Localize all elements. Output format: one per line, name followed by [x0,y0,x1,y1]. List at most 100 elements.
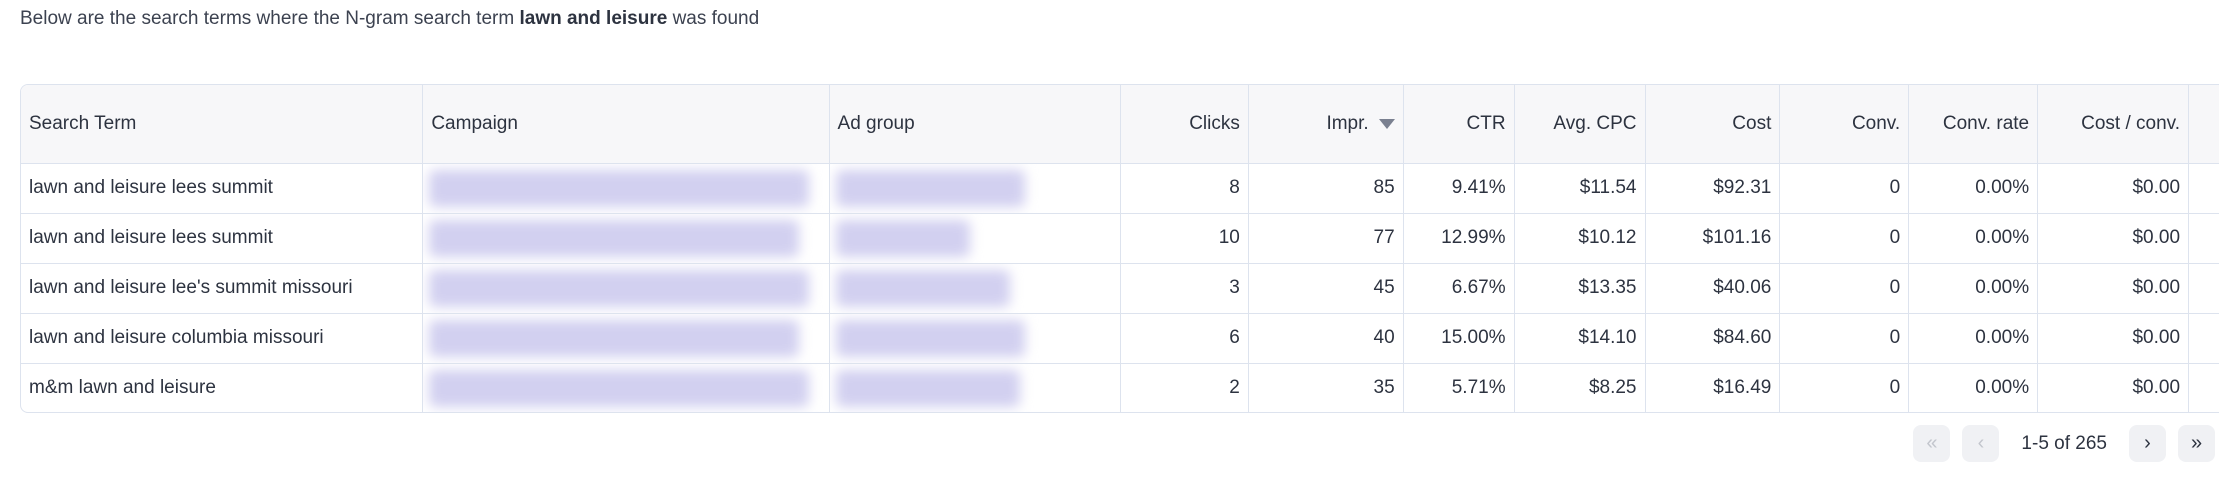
cell-ad-group-redacted [829,313,1122,364]
column-header-search-term[interactable]: Search Term [21,85,424,164]
column-header-label: Cost / conv. [2081,112,2181,134]
column-header-label: CTR [1466,112,1506,134]
cell-ctr: 6.67% [1403,263,1515,314]
cell-cut-off [2188,313,2219,364]
cell-cost-conv: $0.00 [2037,213,2190,264]
intro-suffix: was found [667,8,760,29]
column-header-campaign[interactable]: Campaign [422,85,830,164]
table-row: lawn and leisure columbia missouri 6 40 15.… [21,313,2219,364]
prev-page-button[interactable]: ‹ [1962,425,2000,462]
cell-search-term: m&m lawn and leisure [21,363,424,412]
column-header-cost-conv[interactable]: Cost / conv. [2037,85,2190,164]
cell-search-term: lawn and leisure lees summit [21,213,424,264]
cell-clicks: 8 [1120,163,1249,214]
table-row: lawn and leisure lees summit 8 85 9.41% $11.… [21,163,2219,214]
next-page-button[interactable]: › [2129,425,2166,462]
column-header-conv-rate[interactable]: Conv. rate [1908,85,2039,164]
column-header-label: Ad group [837,112,915,134]
cell-conv-rate: 0.00% [1908,263,2039,314]
redacted-blur [429,369,809,407]
first-page-button[interactable]: « [1913,425,1951,462]
cell-conv: 0 [1779,263,1910,314]
column-header-label: Search Term [29,112,137,134]
column-header-label: Avg. CPC [1553,112,1637,134]
cell-conv: 0 [1779,363,1910,412]
cell-cpc: $11.54 [1514,163,1646,214]
intro-prefix: Below are the search terms where the N-g… [20,8,520,29]
column-header-conv[interactable]: Conv. [1779,85,1910,164]
column-header-label: Cost [1732,112,1772,134]
cell-search-term: lawn and leisure lee's summit missouri [21,263,424,314]
cell-cost: $101.16 [1645,213,1781,264]
cell-cost-conv: $0.00 [2037,363,2190,412]
column-header-ad-group[interactable]: Ad group [829,85,1122,164]
cell-clicks: 3 [1120,263,1249,314]
cell-ctr: 9.41% [1403,163,1515,214]
cell-impr: 85 [1248,163,1404,214]
cell-ad-group-redacted [829,163,1122,214]
cell-impr: 77 [1248,213,1404,264]
cell-cut-off [2188,363,2219,412]
column-header-clicks[interactable]: Clicks [1120,85,1249,164]
cell-cut-off [2188,213,2219,264]
column-header-cost[interactable]: Cost [1645,85,1781,164]
cell-ad-group-redacted [829,263,1122,314]
cell-cpc: $14.10 [1514,313,1646,364]
cell-conv: 0 [1779,213,1910,264]
column-header-avg-cpc[interactable]: Avg. CPC [1514,85,1646,164]
redacted-blur [835,319,1026,357]
table-row: lawn and leisure lees summit 10 77 12.99% $1… [21,213,2219,264]
cell-campaign-redacted [422,313,830,364]
cell-ctr: 12.99% [1403,213,1515,264]
cell-cost-conv: $0.00 [2037,163,2190,214]
column-header-label: Conv. [1851,112,1901,134]
column-header-c[interactable]: C [2188,85,2219,164]
cell-search-term: lawn and leisure columbia missouri [21,313,424,364]
cell-conv-rate: 0.00% [1908,363,2039,412]
cell-impr: 45 [1248,263,1404,314]
cell-cost: $92.31 [1645,163,1781,214]
redacted-blur [429,319,799,357]
cell-ad-group-redacted [829,363,1122,412]
search-terms-table: Search Term Campaign Ad group Clicks Impr. CT… [20,84,2219,413]
redacted-blur [429,219,799,257]
cell-cost: $16.49 [1645,363,1781,412]
column-header-label: Clicks [1189,112,1240,134]
last-page-button[interactable]: » [2178,425,2215,462]
column-header-impr[interactable]: Impr. [1248,85,1404,164]
cell-clicks: 6 [1120,313,1249,364]
cell-cut-off [2188,263,2219,314]
redacted-blur [835,269,1011,307]
redacted-blur [835,369,1021,407]
page-info: 1-5 of 265 [2021,432,2107,454]
column-header-label: Impr. [1326,112,1369,134]
cell-ctr: 5.71% [1403,363,1515,412]
ngram-term: lawn and leisure [519,8,668,29]
cell-conv: 0 [1779,163,1910,214]
cell-cost: $40.06 [1645,263,1781,314]
cell-impr: 35 [1248,363,1404,412]
sort-descending-icon[interactable] [1378,118,1395,129]
redacted-blur [835,169,1026,207]
cell-conv-rate: 0.00% [1908,313,2039,364]
cell-conv-rate: 0.00% [1908,163,2039,214]
cell-campaign-redacted [422,213,830,264]
cell-cut-off [2188,163,2219,214]
column-header-label: Campaign [431,112,518,134]
cell-cost-conv: $0.00 [2037,263,2190,314]
cell-campaign-redacted [422,163,830,214]
pagination: « ‹ 1-5 of 265 › » [1913,425,2215,462]
cell-cost-conv: $0.00 [2037,313,2190,364]
cell-search-term: lawn and leisure lees summit [21,163,424,214]
table-row: m&m lawn and leisure 2 35 5.71% $8.25 $16.49 0… [21,363,2219,412]
cell-cpc: $8.25 [1514,363,1646,412]
cell-ad-group-redacted [829,213,1122,264]
cell-campaign-redacted [422,263,830,314]
column-header-ctr[interactable]: CTR [1403,85,1515,164]
redacted-blur [429,269,809,307]
cell-cost: $84.60 [1645,313,1781,364]
redacted-blur [835,219,971,257]
cell-ctr: 15.00% [1403,313,1515,364]
cell-cpc: $10.12 [1514,213,1646,264]
column-header-label: Conv. rate [1942,112,2030,134]
